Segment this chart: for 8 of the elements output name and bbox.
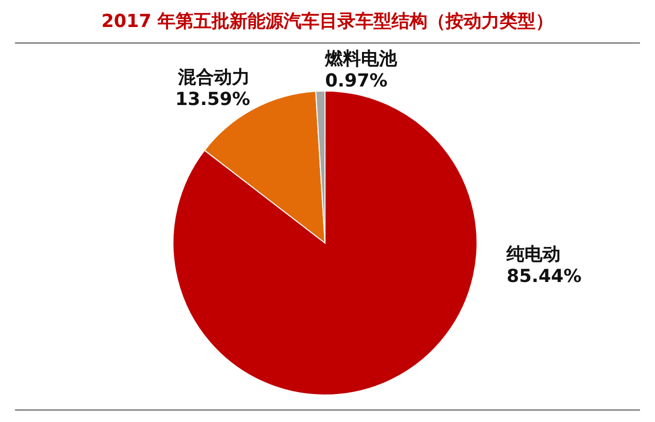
slice-label: 燃料电池 xyxy=(324,48,398,70)
data-label: 85.44% xyxy=(506,266,582,288)
slice-label: 混合动力 xyxy=(177,67,250,88)
data-label: 13.59% xyxy=(175,89,250,110)
slice-label: 纯电动 xyxy=(506,244,561,266)
chart-title: 2017 年第五批新能源汽车目录车型结构（按动力类型） xyxy=(101,11,554,32)
data-label: 0.97% xyxy=(325,70,388,92)
pie-slice xyxy=(172,90,478,396)
